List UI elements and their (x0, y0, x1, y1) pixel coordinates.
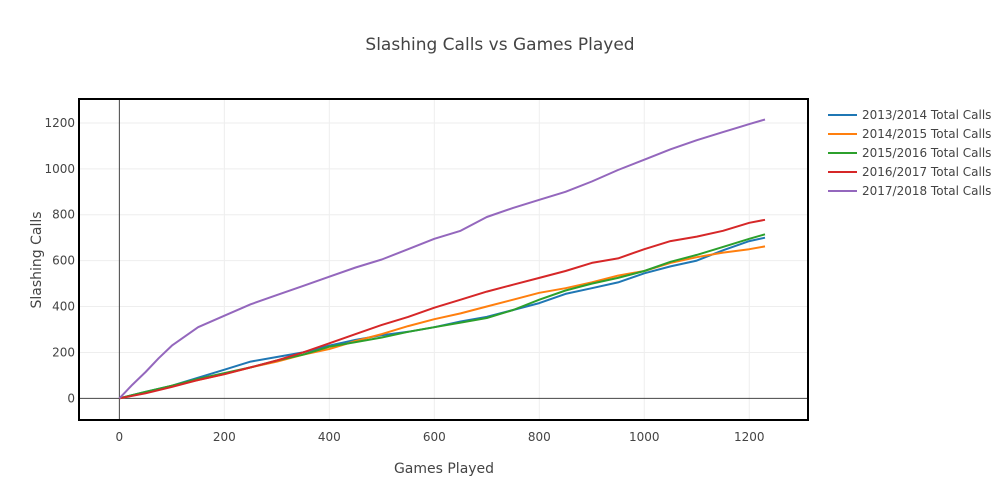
x-tick-label: 800 (528, 430, 551, 444)
legend-label: 2015/2016 Total Calls (862, 146, 991, 160)
y-tick-label: 200 (52, 345, 75, 359)
chart-title: Slashing Calls vs Games Played (365, 35, 634, 55)
plot-frame (78, 98, 809, 421)
legend-item-4[interactable]: 2016/2017 Total Calls (828, 165, 991, 179)
y-tick-label: 1000 (44, 162, 75, 176)
legend-label: 2014/2015 Total Calls (862, 127, 991, 141)
legend-label: 2016/2017 Total Calls (862, 165, 991, 179)
series-line-5 (118, 118, 766, 399)
series-layer (118, 118, 766, 400)
legend-item-5[interactable]: 2017/2018 Total Calls (828, 184, 991, 198)
x-tick-label: 200 (213, 430, 236, 444)
y-tick-label: 800 (52, 208, 75, 222)
y-tick-label: 600 (52, 254, 75, 268)
legend-label: 2017/2018 Total Calls (862, 184, 991, 198)
x-tick-label: 1200 (734, 430, 765, 444)
x-tick-labels: 0 200 400 600 800 1000 1200 (116, 430, 765, 444)
y-tick-label: 1200 (44, 116, 75, 130)
legend-item-1[interactable]: 2013/2014 Total Calls (828, 108, 991, 122)
grid-lines (80, 100, 807, 419)
y-tick-label: 400 (52, 300, 75, 314)
legend[interactable]: 2013/2014 Total Calls 2014/2015 Total Cal… (828, 108, 991, 198)
x-tick-label: 400 (318, 430, 341, 444)
y-tick-labels: 0 200 400 600 800 1000 1200 (44, 116, 75, 405)
x-tick-label: 0 (116, 430, 124, 444)
legend-item-3[interactable]: 2015/2016 Total Calls (828, 146, 991, 160)
zero-lines (80, 100, 807, 419)
x-tick-label: 1000 (629, 430, 660, 444)
y-tick-label: 0 (67, 391, 75, 405)
x-tick-label: 600 (423, 430, 446, 444)
y-axis-title: Slashing Calls (29, 211, 45, 308)
series-line-4 (119, 218, 766, 400)
legend-item-2[interactable]: 2014/2015 Total Calls (828, 127, 991, 141)
legend-label: 2013/2014 Total Calls (862, 108, 991, 122)
series-line-3 (119, 233, 766, 400)
x-axis-title: Games Played (394, 461, 494, 477)
